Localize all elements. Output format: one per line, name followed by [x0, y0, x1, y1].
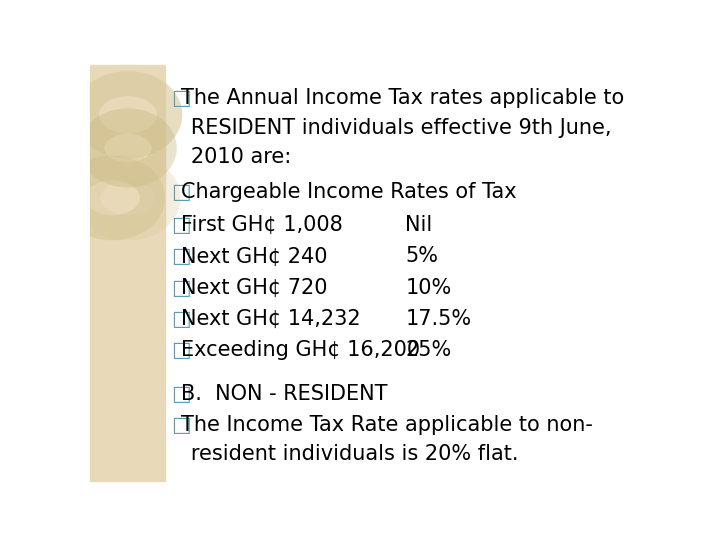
Bar — [90, 65, 166, 481]
Text: □: □ — [171, 182, 191, 202]
Text: resident individuals is 20% flat.: resident individuals is 20% flat. — [171, 444, 518, 464]
Text: □: □ — [171, 384, 191, 404]
Text: □: □ — [171, 246, 191, 266]
Text: Next GH¢ 240: Next GH¢ 240 — [181, 246, 328, 266]
Text: Exceeding GH¢ 16,200: Exceeding GH¢ 16,200 — [181, 340, 420, 360]
Text: □: □ — [171, 278, 191, 298]
Text: □: □ — [171, 309, 191, 329]
Text: □: □ — [171, 415, 191, 435]
Text: 2010 are:: 2010 are: — [171, 147, 291, 167]
Text: Next GH¢ 14,232: Next GH¢ 14,232 — [181, 309, 361, 329]
Text: □: □ — [171, 215, 191, 235]
Text: First GH¢ 1,008: First GH¢ 1,008 — [181, 215, 343, 235]
Text: The Income Tax Rate applicable to non-: The Income Tax Rate applicable to non- — [181, 415, 593, 435]
Text: □: □ — [171, 89, 191, 109]
Text: Chargeable Income Rates of Tax: Chargeable Income Rates of Tax — [181, 182, 516, 202]
Text: Nil: Nil — [405, 215, 433, 235]
Text: B.  NON - RESIDENT: B. NON - RESIDENT — [181, 384, 387, 404]
Text: 10%: 10% — [405, 278, 451, 298]
Text: 17.5%: 17.5% — [405, 309, 472, 329]
Text: □: □ — [171, 340, 191, 360]
Text: Next GH¢ 720: Next GH¢ 720 — [181, 278, 328, 298]
Text: 25%: 25% — [405, 340, 451, 360]
Text: RESIDENT individuals effective 9th June,: RESIDENT individuals effective 9th June, — [171, 118, 611, 138]
Text: The Annual Income Tax rates applicable to: The Annual Income Tax rates applicable t… — [181, 89, 624, 109]
Text: 5%: 5% — [405, 246, 438, 266]
